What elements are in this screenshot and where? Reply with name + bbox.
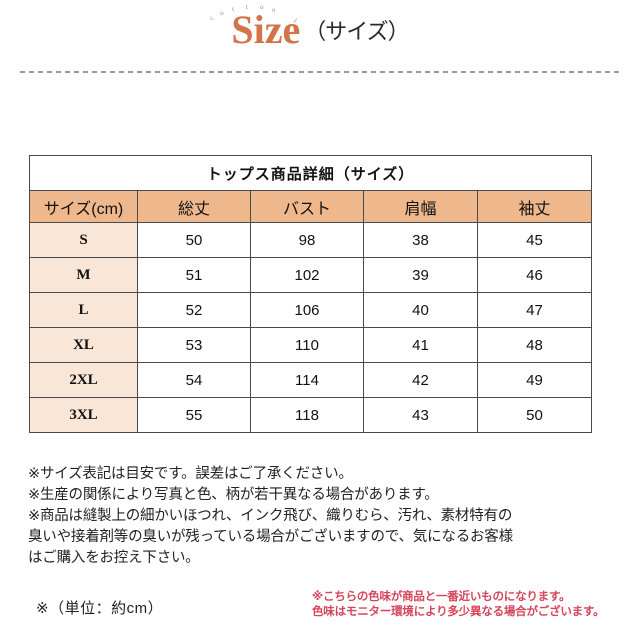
cell-m-shoulder: 39 [363, 257, 478, 293]
color-note-line-1: ※こちらの色味が商品と一番近いものになります。 [312, 591, 571, 603]
cell-2xl-shoulder: 42 [363, 362, 478, 398]
size-table: トップス商品詳細（サイズ） サイズ(cm) 総丈 バスト 肩幅 袖丈 S 50 … [28, 155, 593, 433]
color-disclaimer: ※こちらの色味が商品と一番近いものになります。 色味はモニター環境により多少異な… [312, 590, 632, 620]
table-caption: トップス商品詳細（サイズ） [28, 155, 593, 191]
column-header-bust: バスト [250, 190, 364, 223]
table-row: L 52 106 40 47 [29, 292, 593, 328]
row-label-l: L [29, 292, 138, 328]
cell-m-bust: 102 [250, 257, 364, 293]
note-line-4: 臭いや接着剤等の臭いが残っている場合がございますので、気になるお客様 [28, 529, 513, 545]
table-caption-row: トップス商品詳細（サイズ） [28, 155, 593, 191]
column-header-shoulder: 肩幅 [363, 190, 478, 223]
cell-3xl-bust: 118 [250, 397, 364, 433]
unit-note: ※（単位：約cm） [36, 600, 164, 617]
cell-xl-shoulder: 41 [363, 327, 478, 363]
cell-2xl-sleeve: 49 [476, 362, 593, 398]
cell-2xl-bust: 114 [250, 362, 364, 398]
cell-s-shoulder: 38 [363, 222, 478, 258]
cell-m-sleeve: 46 [476, 257, 593, 293]
dashed-divider [20, 71, 620, 73]
cell-m-length: 51 [137, 257, 251, 293]
cell-2xl-length: 54 [137, 362, 251, 398]
column-header-length: 総丈 [137, 190, 251, 223]
row-label-3xl: 3XL [29, 397, 138, 433]
page-header: c o t t o n l Size （サイズ） [0, 0, 640, 72]
cell-3xl-shoulder: 43 [363, 397, 478, 433]
note-line-5: はご購入をお控え下さい。 [28, 550, 200, 566]
cell-l-sleeve: 47 [476, 292, 593, 328]
disclaimer-notes: ※サイズ表記は目安です。誤差はご了承ください。 ※生産の関係により写真と色、柄が… [28, 464, 616, 569]
table-row: 2XL 54 114 42 49 [29, 362, 593, 398]
table-row: XL 53 110 41 48 [29, 327, 593, 363]
table-row: 3XL 55 118 43 50 [29, 397, 593, 433]
title-main: Size [231, 7, 301, 52]
table-header-row: サイズ(cm) 総丈 バスト 肩幅 袖丈 [29, 190, 593, 223]
page-title: Size （サイズ） [0, 6, 640, 53]
cell-xl-bust: 110 [250, 327, 364, 363]
cell-xl-length: 53 [137, 327, 251, 363]
cell-3xl-length: 55 [137, 397, 251, 433]
note-line-2: ※生産の関係により写真と色、柄が若干異なる場合があります。 [28, 487, 439, 503]
note-line-3: ※商品は縫製上の細かいほつれ、インク飛び、織りむら、汚れ、素材特有の [28, 508, 513, 524]
size-table-wrapper: トップス商品詳細（サイズ） サイズ(cm) 総丈 バスト 肩幅 袖丈 S 50 … [28, 155, 593, 433]
row-label-m: M [29, 257, 138, 293]
row-label-xl: XL [29, 327, 138, 363]
column-header-size: サイズ(cm) [29, 190, 138, 223]
cell-s-length: 50 [137, 222, 251, 258]
cell-l-length: 52 [137, 292, 251, 328]
color-note-line-2: 色味はモニター環境により多少異なる場合がございます。 [312, 606, 605, 618]
note-line-1: ※サイズ表記は目安です。誤差はご了承ください。 [28, 466, 353, 482]
cell-l-shoulder: 40 [363, 292, 478, 328]
title-sub: （サイズ） [304, 18, 409, 44]
row-label-2xl: 2XL [29, 362, 138, 398]
cell-xl-sleeve: 48 [476, 327, 593, 363]
cell-s-bust: 98 [250, 222, 364, 258]
table-row: S 50 98 38 45 [29, 222, 593, 258]
cell-l-bust: 106 [250, 292, 364, 328]
cell-s-sleeve: 45 [476, 222, 593, 258]
cell-3xl-sleeve: 50 [476, 397, 593, 433]
column-header-sleeve: 袖丈 [476, 190, 593, 223]
row-label-s: S [29, 222, 138, 258]
table-row: M 51 102 39 46 [29, 257, 593, 293]
